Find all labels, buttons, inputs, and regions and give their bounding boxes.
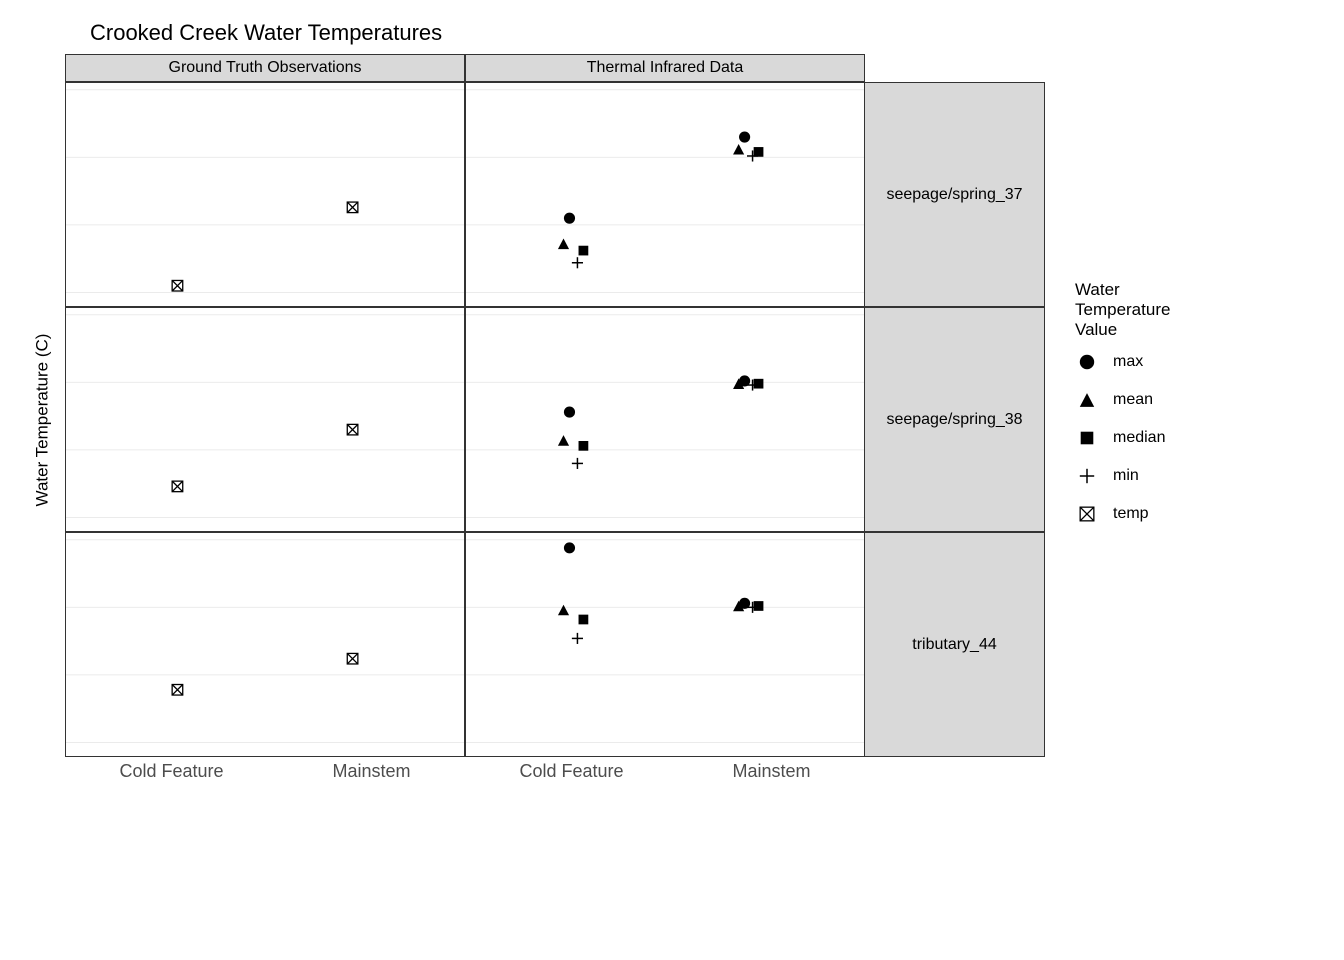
col-header-1: Thermal Infrared Data	[465, 54, 865, 82]
legend-item-temp: temp	[1075, 502, 1170, 526]
panel-0-0: 5101520	[65, 82, 465, 307]
col-header-0: Ground Truth Observations	[65, 54, 465, 82]
row-header-2: tributary_44	[865, 532, 1045, 757]
panel-2-0: 5101520	[65, 532, 465, 757]
x-ticks-col0: Cold FeatureMainstem	[65, 757, 465, 787]
legend-item-mean: mean	[1075, 388, 1170, 412]
row-header-1: seepage/spring_38	[865, 307, 1045, 532]
panel-1-0: 5101520	[65, 307, 465, 532]
legend-title: WaterTemperatureValue	[1075, 280, 1170, 340]
legend-item-median: median	[1075, 426, 1170, 450]
chart-title: Crooked Creek Water Temperatures	[90, 20, 1045, 46]
panel-2-1	[465, 532, 865, 757]
row-header-0: seepage/spring_37	[865, 82, 1045, 307]
facet-grid: Ground Truth Observations Thermal Infrar…	[20, 54, 1045, 787]
legend-item-max: max	[1075, 350, 1170, 374]
x-ticks-col1: Cold FeatureMainstem	[465, 757, 865, 787]
legend: WaterTemperatureValue maxmeanmedian min …	[1075, 280, 1170, 540]
legend-item-min: min	[1075, 464, 1170, 488]
y-axis-label: Water Temperature (C)	[20, 82, 65, 757]
panel-1-1	[465, 307, 865, 532]
panel-0-1	[465, 82, 865, 307]
